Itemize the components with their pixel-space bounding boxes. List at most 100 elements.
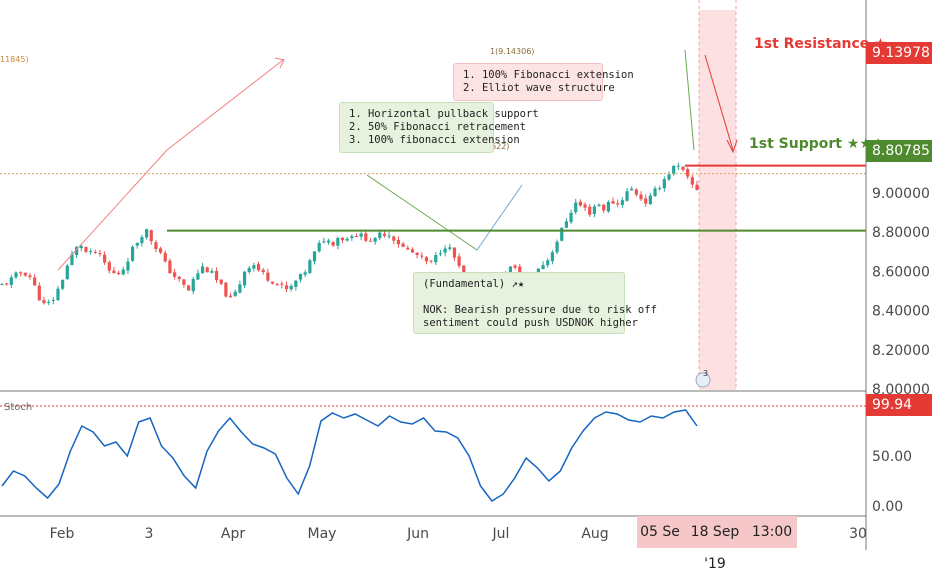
candle-body bbox=[340, 237, 345, 241]
candle-body bbox=[592, 206, 596, 214]
candle-body bbox=[602, 204, 606, 211]
candle-body bbox=[597, 204, 601, 207]
candle-body bbox=[648, 195, 652, 204]
candle-body bbox=[79, 245, 83, 249]
candle-body bbox=[681, 166, 685, 170]
key-levels bbox=[0, 164, 866, 232]
candle-body bbox=[28, 275, 32, 278]
candle-body bbox=[149, 230, 153, 242]
projection-arrow-line bbox=[704, 54, 734, 151]
candle-body bbox=[135, 242, 139, 246]
support-note-line: 1. Horizontal pullback support bbox=[349, 108, 539, 120]
price-axis[interactable]: 9.200009.000008.800008.600008.400008.200… bbox=[865, 0, 930, 550]
support-note-line: 2. 50% Fibonacci retracement bbox=[349, 121, 527, 133]
stoch-line bbox=[1, 409, 698, 502]
candle-body bbox=[354, 236, 359, 238]
drawing-tools bbox=[57, 49, 738, 271]
candle-body bbox=[224, 282, 228, 297]
resistance-note-line: 1. 100% Fibonacci extension bbox=[463, 69, 634, 81]
candle-body bbox=[588, 206, 592, 215]
candle-body bbox=[37, 285, 41, 301]
candle-body bbox=[625, 191, 629, 201]
candle-body bbox=[219, 279, 223, 284]
candle-body bbox=[266, 272, 270, 281]
candle-body bbox=[443, 248, 447, 253]
candle-body bbox=[191, 278, 195, 292]
candle-body bbox=[326, 240, 331, 243]
left-level-label: 11845) bbox=[0, 55, 29, 64]
y-tick-label: 8.80000 bbox=[872, 225, 930, 241]
candle-body bbox=[233, 291, 237, 296]
candle-body bbox=[550, 252, 555, 262]
candle-body bbox=[182, 279, 186, 285]
candle-body bbox=[177, 276, 181, 280]
x-tick-label: Apr bbox=[221, 526, 245, 542]
candle-body bbox=[47, 301, 51, 303]
candle-body bbox=[56, 288, 60, 300]
candle-body bbox=[112, 270, 116, 274]
x-tick-label: Jul bbox=[492, 526, 510, 542]
time-label-mid: 18 Sep '19 bbox=[683, 516, 747, 572]
candle-body bbox=[61, 280, 65, 289]
time-label-right: 13:00 bbox=[747, 516, 797, 548]
fundamental-note-line: sentiment could push USDNOK higher bbox=[423, 317, 638, 329]
candle-body bbox=[89, 251, 93, 253]
candle-body bbox=[452, 247, 457, 258]
candle-body bbox=[345, 238, 349, 241]
support-note[interactable]: 1. Horizontal pullback support 2. 50% Fi… bbox=[339, 102, 539, 153]
candle-body bbox=[359, 233, 363, 237]
candle-body bbox=[555, 241, 559, 253]
candle-body bbox=[457, 256, 461, 266]
candle-body bbox=[634, 189, 638, 195]
candle-body bbox=[196, 273, 200, 280]
x-tick-label: May bbox=[308, 526, 337, 542]
candle-body bbox=[410, 249, 415, 253]
candle-body bbox=[564, 221, 568, 228]
fundamental-note[interactable]: (Fundamental) ↗★ NOK: Bearish pressure d… bbox=[413, 272, 657, 334]
candle-body bbox=[336, 238, 340, 246]
candle-body bbox=[695, 184, 699, 191]
candle-body bbox=[93, 251, 97, 253]
candle-body bbox=[131, 246, 135, 261]
candle-body bbox=[424, 257, 429, 262]
candle-body bbox=[560, 227, 564, 241]
candle-body bbox=[630, 188, 634, 191]
y-tick-label: 8.60000 bbox=[872, 264, 930, 280]
candle-body bbox=[382, 233, 387, 236]
candle-body bbox=[238, 284, 242, 293]
candle-body bbox=[294, 280, 298, 287]
candle-body bbox=[620, 200, 624, 205]
candle-body bbox=[5, 283, 9, 285]
candle-body bbox=[275, 283, 279, 285]
candle-body bbox=[364, 233, 368, 241]
candle-body bbox=[210, 271, 214, 273]
candle-body bbox=[242, 271, 247, 286]
candle-body bbox=[14, 272, 18, 278]
candle-body bbox=[51, 299, 55, 301]
candle-body bbox=[331, 241, 335, 246]
candle-body bbox=[252, 265, 256, 269]
candle-body bbox=[65, 265, 69, 280]
candle-body bbox=[448, 247, 452, 249]
resistance-note[interactable]: 1. 100% Fibonacci extension 2. Elliot wa… bbox=[453, 63, 634, 101]
resistance-note-line: 2. Elliot wave structure bbox=[463, 82, 615, 94]
candle-body bbox=[513, 265, 517, 268]
x-tick-label: Jun bbox=[406, 526, 429, 542]
candle-body bbox=[667, 174, 671, 180]
candle-body bbox=[690, 177, 694, 185]
candle-body bbox=[270, 281, 275, 284]
candle-body bbox=[205, 267, 209, 273]
fundamental-note-line bbox=[423, 291, 615, 304]
candle-body bbox=[415, 252, 419, 255]
resistance-label: 1st Resistance ★ bbox=[754, 36, 887, 52]
candle-body bbox=[0, 284, 4, 286]
candle-body bbox=[406, 247, 410, 250]
candle-body bbox=[639, 194, 643, 200]
y-tick-label: 8.20000 bbox=[872, 343, 930, 359]
events-flag-icon[interactable] bbox=[695, 372, 711, 388]
wave-arrow-line bbox=[366, 174, 478, 251]
support-note-line: 3. 100% fibonacci extension bbox=[349, 134, 520, 146]
candle-body bbox=[9, 277, 13, 285]
candle-body bbox=[172, 272, 177, 277]
candle-body bbox=[200, 266, 205, 274]
